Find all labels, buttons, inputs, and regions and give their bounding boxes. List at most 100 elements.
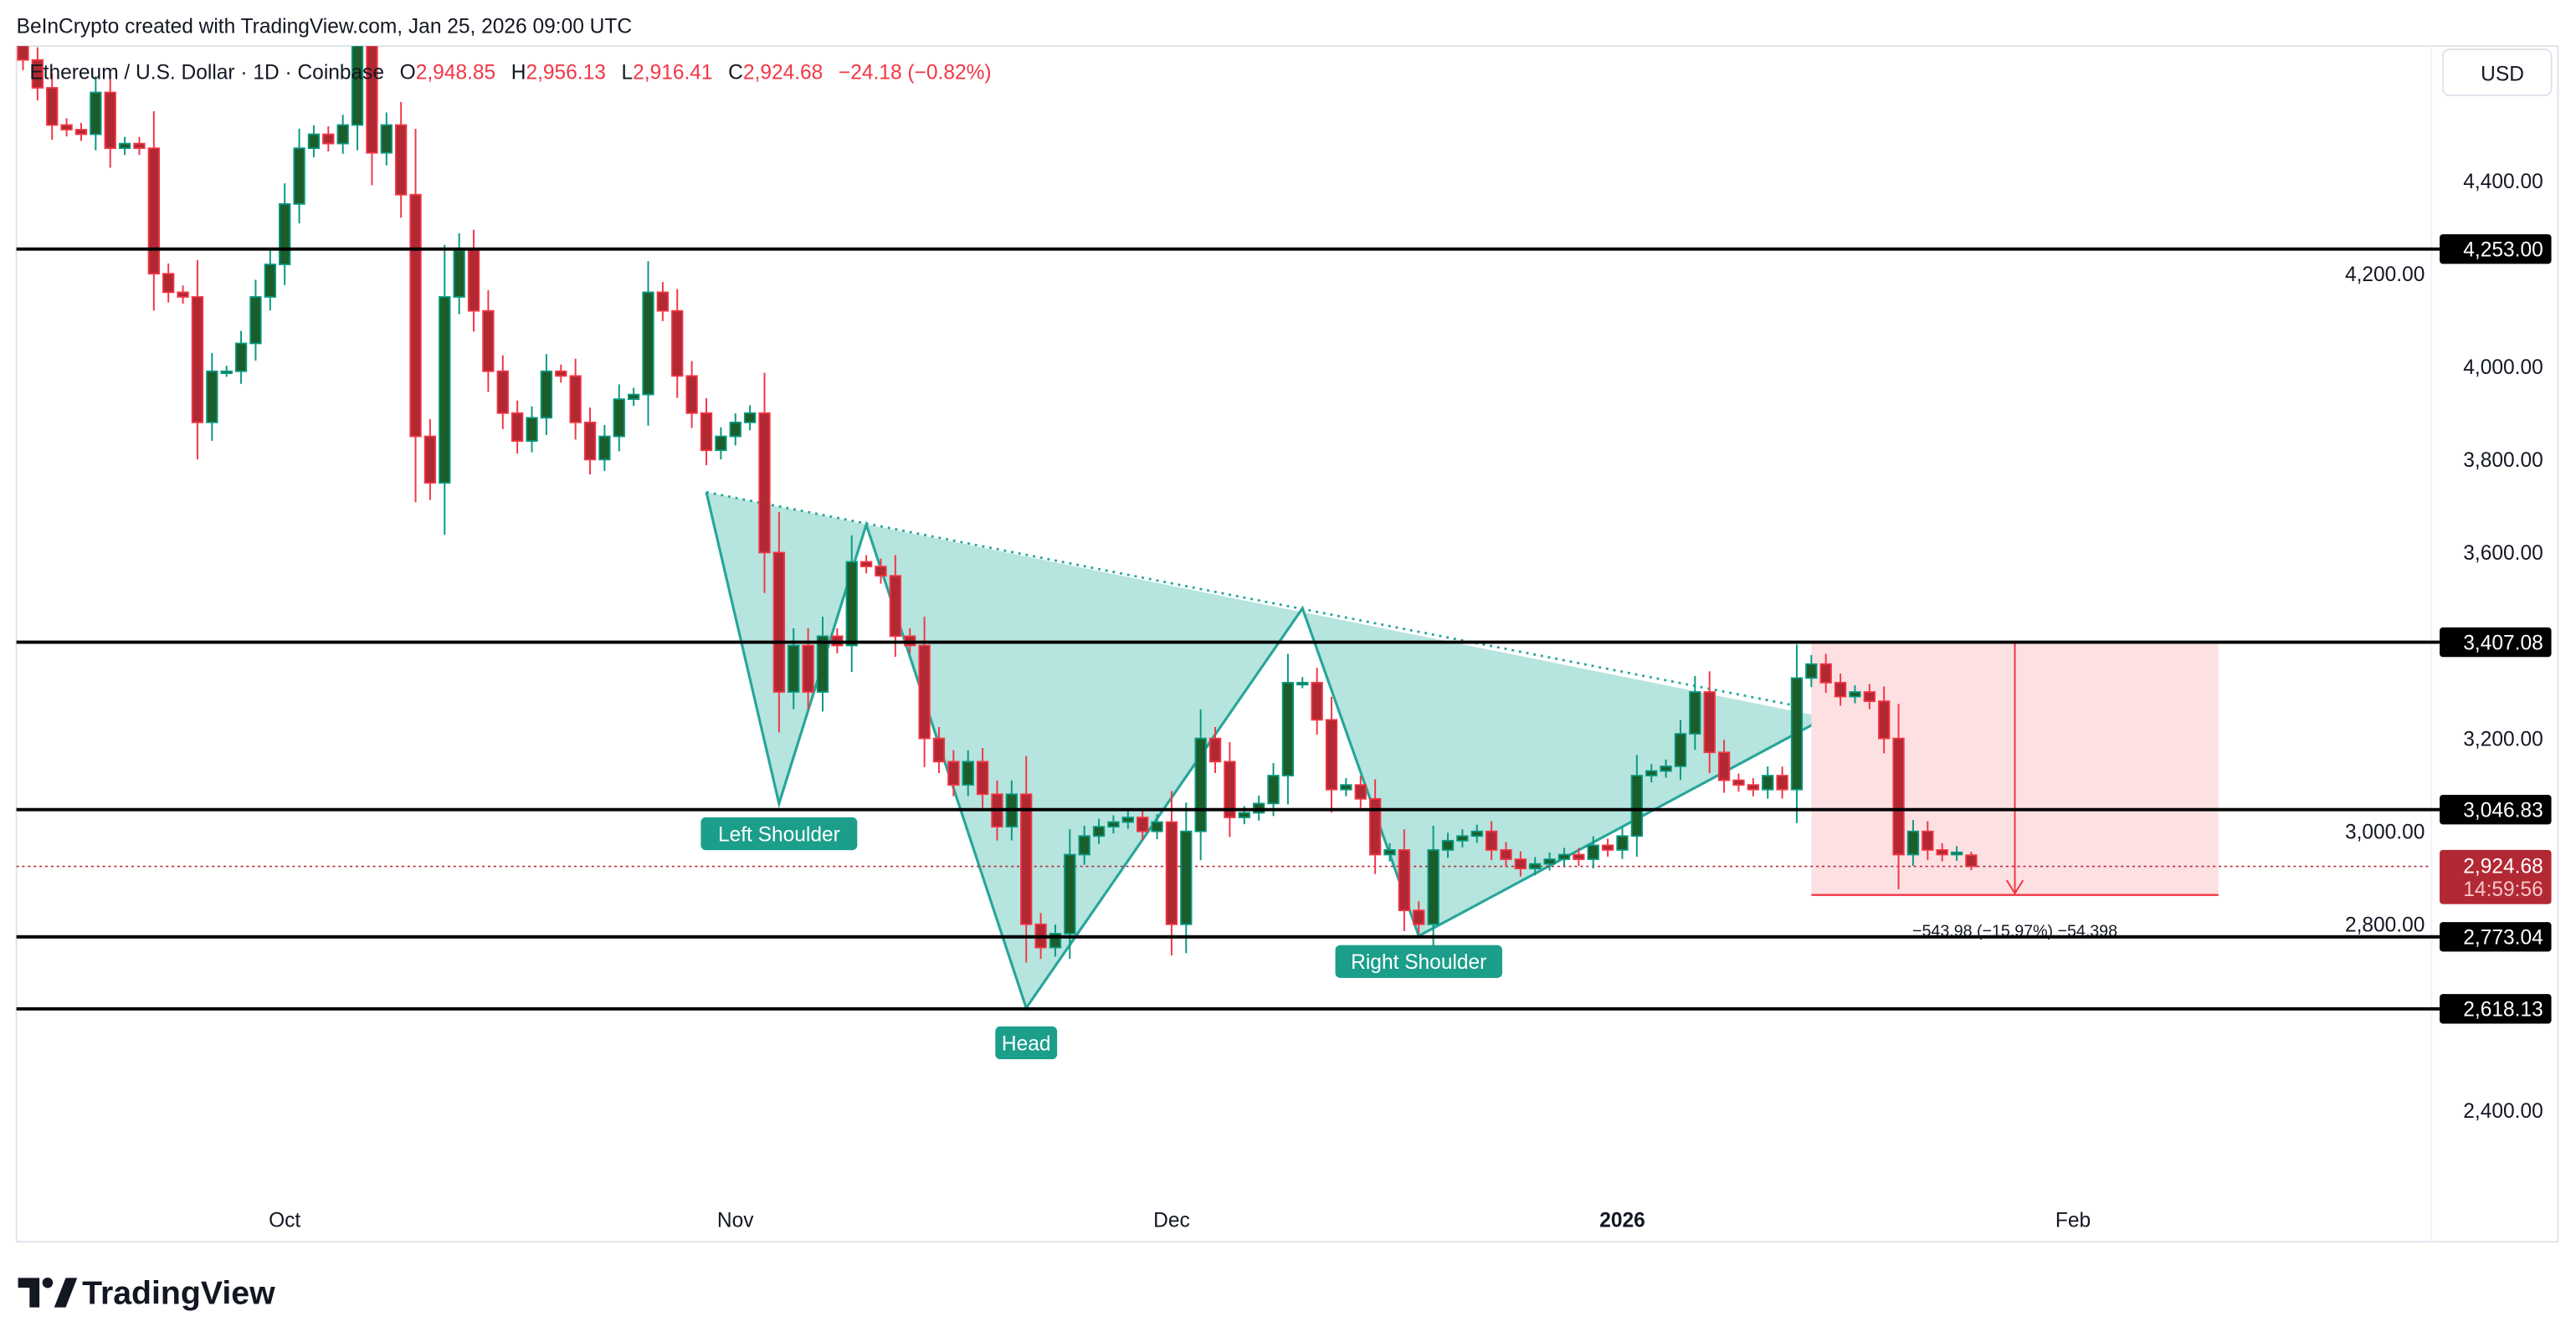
candle [60, 118, 73, 136]
candle [743, 405, 757, 431]
pattern-label: Head [1002, 1032, 1051, 1055]
candle [1892, 704, 1905, 889]
level-price-badge [2440, 994, 2552, 1024]
candle [1485, 821, 1498, 861]
candle [1368, 779, 1382, 874]
legend: Ethereum / U.S. Dollar · 1D · Coinbase O… [29, 61, 991, 84]
price-axis[interactable]: 4,400.00 4,200.00 4,000.00 3,800.00 3,600.00… [2345, 171, 2543, 1123]
candle-body [1645, 770, 1658, 776]
tradingview-logo[interactable]: TradingView [18, 1275, 276, 1312]
candle-body [555, 370, 567, 377]
candle-body [1834, 682, 1847, 698]
candle-body [220, 370, 233, 375]
candle-body [1892, 737, 1905, 856]
candle [46, 73, 59, 141]
y-tick-label: 3,000.00 [2345, 822, 2425, 844]
level-price-badge [2440, 922, 2552, 952]
candle-body [1863, 691, 1876, 703]
time-axis[interactable]: Oct Nov Dec 2026 Feb [269, 1209, 2091, 1232]
candle [583, 407, 597, 475]
candle-body [1398, 849, 1411, 912]
level-price-label: 3,046.83 [2463, 800, 2543, 822]
candle [627, 387, 640, 407]
candle-body [1325, 719, 1338, 791]
candle [31, 47, 44, 100]
candle-body [1311, 682, 1323, 721]
candle [380, 112, 393, 166]
candle [1514, 851, 1527, 877]
candle [540, 354, 553, 435]
candle-body [700, 412, 713, 452]
candle [351, 46, 364, 151]
candle [932, 726, 946, 773]
candle-body [1616, 835, 1629, 851]
level-price-badge [2440, 234, 2552, 264]
y-tick-label: 4,000.00 [2463, 356, 2543, 379]
candle-body [613, 398, 625, 438]
candle [423, 418, 437, 500]
candle [1790, 644, 1804, 823]
candle [1732, 773, 1745, 792]
candle [90, 76, 102, 151]
candle-body [1368, 797, 1382, 856]
y-tick-label: 3,800.00 [2463, 449, 2543, 472]
candle-body [322, 133, 335, 145]
candle-body [1092, 826, 1106, 837]
bar-countdown-label: 14:59:56 [2463, 878, 2543, 901]
candle [1121, 810, 1134, 829]
candle-body [1470, 830, 1483, 837]
candle [700, 397, 713, 465]
candles [17, 46, 1978, 963]
candle-body [1762, 775, 1774, 791]
candle [1936, 843, 1948, 862]
candle-body [1922, 830, 1934, 851]
candle [162, 263, 175, 303]
candle-body [685, 375, 698, 414]
x-tick-label: Nov [717, 1209, 754, 1232]
current-price-badge [2440, 849, 2552, 904]
logo-text: TradingView [82, 1275, 275, 1312]
candle-body [1717, 751, 1731, 781]
candle-body [1805, 663, 1818, 679]
candle [875, 558, 887, 584]
candle [1470, 824, 1483, 843]
candle [962, 750, 974, 796]
candle [656, 282, 670, 321]
candle [206, 352, 218, 441]
candle-body [889, 575, 902, 638]
neckline [706, 490, 1798, 708]
candle-body [307, 133, 321, 150]
candle [1922, 821, 1934, 861]
open-value: 2,948.85 [416, 61, 495, 84]
candle [322, 126, 335, 152]
candle [1805, 654, 1818, 688]
candle [1645, 764, 1658, 783]
currency-button[interactable]: USD [2442, 49, 2553, 96]
candle [889, 555, 902, 658]
candle [715, 427, 727, 460]
candle-body [1776, 775, 1788, 791]
tradingview-logo-icon [18, 1277, 78, 1308]
candle [1878, 686, 1891, 754]
pattern-label-badge [995, 1026, 1058, 1060]
candle-body [1630, 775, 1644, 837]
candle-body [336, 124, 349, 145]
candle-body [1121, 817, 1134, 823]
candle [1208, 726, 1222, 773]
chart-pane-border [15, 45, 2559, 1243]
target-arrow-head-icon [2005, 879, 2024, 895]
candle [439, 244, 451, 535]
candle [569, 358, 582, 440]
candle-body [772, 551, 786, 693]
candle-body [423, 435, 437, 484]
candle [220, 366, 233, 377]
candle-body [729, 421, 741, 438]
candle [409, 128, 422, 503]
candle [772, 512, 786, 733]
candle-body [1224, 761, 1236, 818]
candle-body [845, 561, 858, 647]
low-value: 2,916.41 [633, 61, 712, 84]
y-tick-label: 2,800.00 [2345, 914, 2425, 937]
candle-body [816, 635, 829, 693]
